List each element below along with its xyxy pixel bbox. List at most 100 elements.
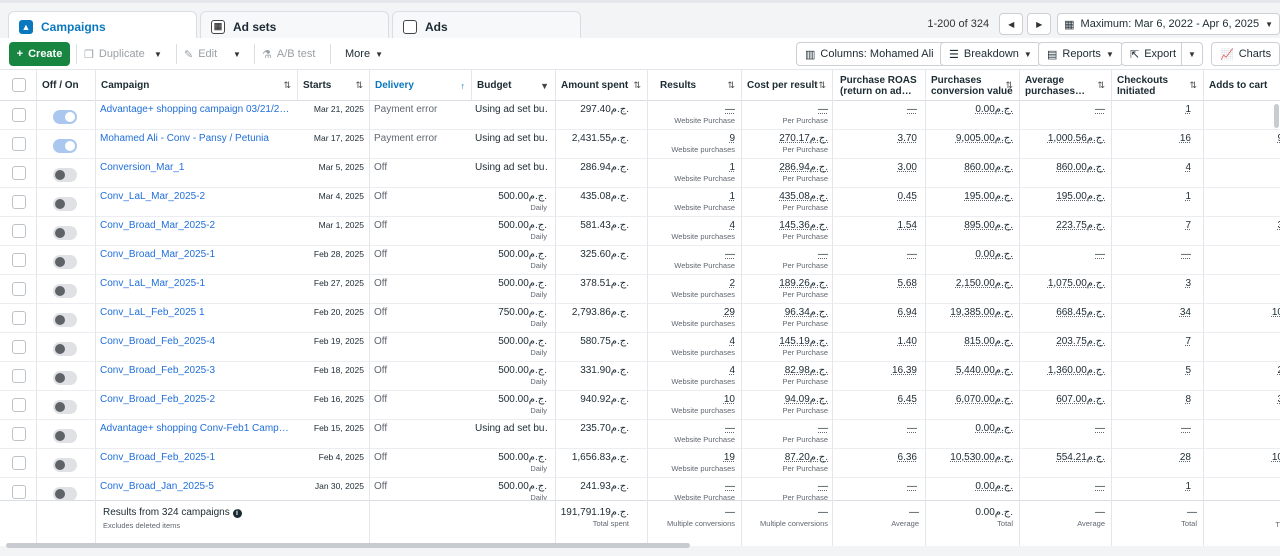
campaign-toggle[interactable] (53, 400, 77, 414)
edit-button[interactable]: ✎ Edit (184, 42, 217, 66)
tab-ad-sets[interactable]: ▦ Ad sets (200, 11, 389, 41)
info-icon[interactable]: i (232, 509, 242, 518)
campaign-toggle[interactable] (53, 197, 77, 211)
col-budget[interactable]: Budget ▼ (471, 70, 555, 101)
table-row[interactable]: Conv_Broad_Mar_2025-1 Feb 28, 2025 Off 500.… (0, 246, 1280, 275)
campaign-name-link[interactable]: Conversion_Mar_1 (100, 162, 185, 173)
budget-cell[interactable]: 500.00ج.م. Daily (475, 365, 547, 386)
select-all-checkbox[interactable] (12, 78, 26, 92)
col-off-on[interactable]: Off / On (36, 70, 94, 101)
campaign-name-link[interactable]: Conv_Broad_Feb_2025-1 (100, 452, 216, 463)
campaign-name-link[interactable]: Mohamed Ali - Conv - Pansy / Petunia (100, 133, 269, 144)
table-row[interactable]: Mohamed Ali - Conv - Pansy / Petunia Mar … (0, 130, 1280, 159)
row-checkbox[interactable] (12, 369, 26, 383)
row-checkbox[interactable] (12, 398, 26, 412)
duplicate-dropdown[interactable]: ▼ (154, 42, 162, 66)
reports-button[interactable]: ▤ Reports ▼ (1038, 42, 1123, 66)
charts-button[interactable]: 📈 Charts (1211, 42, 1280, 66)
tab-campaigns[interactable]: ▲ Campaigns (8, 11, 197, 41)
col-results[interactable]: Results ⇅ (654, 70, 741, 101)
col-cost-per-result[interactable]: Cost per result ⇅ (741, 70, 832, 101)
campaign-toggle[interactable] (53, 255, 77, 269)
row-checkbox[interactable] (12, 253, 26, 267)
campaign-name-link[interactable]: Conv_Broad_Mar_2025-2 (100, 220, 216, 231)
col-conversion-value[interactable]: Purchases conversion value ⇅ (925, 70, 1019, 101)
duplicate-button[interactable]: ❐ Duplicate (84, 42, 145, 66)
horizontal-scrollbar[interactable] (6, 543, 690, 548)
campaign-toggle[interactable] (53, 429, 77, 443)
col-adds-to-cart[interactable]: Adds to cart (1203, 70, 1280, 101)
budget-cell[interactable]: Using ad set bu… (475, 162, 549, 173)
budget-cell[interactable]: 500.00ج.م. Daily (475, 336, 547, 357)
campaign-toggle[interactable] (53, 168, 77, 182)
campaign-toggle[interactable] (53, 458, 77, 472)
row-checkbox[interactable] (12, 137, 26, 151)
campaign-name-link[interactable]: Conv_LaL_Mar_2025-1 (100, 278, 206, 289)
table-row[interactable]: Conv_Broad_Feb_2025-1 Feb 4, 2025 Off 500.0… (0, 449, 1280, 478)
vertical-scrollbar[interactable] (1274, 104, 1279, 128)
table-row[interactable]: Conv_Broad_Feb_2025-3 Feb 18, 2025 Off 500.… (0, 362, 1280, 391)
campaign-name-link[interactable]: Conv_LaL_Mar_2025-2 (100, 191, 206, 202)
campaign-name-link[interactable]: Advantage+ shopping campaign 03/21/2025 … (100, 104, 294, 115)
row-checkbox[interactable] (12, 340, 26, 354)
campaign-toggle[interactable] (53, 284, 77, 298)
row-checkbox[interactable] (12, 195, 26, 209)
next-page-button[interactable]: ▶ (1027, 13, 1052, 35)
table-row[interactable]: Conv_LaL_Feb_2025 1 Feb 20, 2025 Off 750.00… (0, 304, 1280, 333)
row-checkbox[interactable] (12, 456, 26, 470)
col-checkouts[interactable]: Checkouts Initiated ⇅ (1111, 70, 1203, 101)
campaign-toggle[interactable] (53, 110, 77, 124)
table-row[interactable]: Advantage+ shopping Conv-Feb1 Campaign Fe… (0, 420, 1280, 449)
campaign-toggle[interactable] (53, 313, 77, 327)
campaign-toggle[interactable] (53, 226, 77, 240)
ab-test-button[interactable]: ⚗ A/B test (262, 42, 315, 66)
campaign-toggle[interactable] (53, 371, 77, 385)
budget-cell[interactable]: 500.00ج.م. Daily (475, 452, 547, 473)
tab-ads[interactable]: Ads (392, 11, 581, 41)
campaign-name-link[interactable]: Conv_Broad_Jan_2025-5 (100, 481, 214, 492)
breakdown-button[interactable]: ☰ Breakdown ▼ (940, 42, 1041, 66)
columns-button[interactable]: ▥Columns: Mohamed Ali▼ (796, 42, 956, 66)
budget-cell[interactable]: 500.00ج.م. Daily (475, 220, 547, 241)
budget-cell[interactable]: 500.00ج.م. Daily (475, 481, 547, 502)
row-checkbox[interactable] (12, 282, 26, 296)
row-checkbox[interactable] (12, 166, 26, 180)
budget-cell[interactable]: 500.00ج.م. Daily (475, 249, 547, 270)
table-row[interactable]: Advantage+ shopping campaign 03/21/2025 … (0, 101, 1280, 130)
table-row[interactable]: Conv_Broad_Feb_2025-4 Feb 19, 2025 Off 500.… (0, 333, 1280, 362)
col-average-purchases[interactable]: Average purchases… ⇅ (1019, 70, 1111, 101)
campaign-name-link[interactable]: Conv_Broad_Feb_2025-2 (100, 394, 216, 405)
prev-page-button[interactable]: ◀ (999, 13, 1024, 35)
budget-cell[interactable]: Using ad set bu… (475, 133, 549, 144)
row-checkbox[interactable] (12, 485, 26, 499)
campaign-toggle[interactable] (53, 342, 77, 356)
row-checkbox[interactable] (12, 427, 26, 441)
table-row[interactable]: Conv_Broad_Feb_2025-2 Feb 16, 2025 Off 500.… (0, 391, 1280, 420)
campaign-name-link[interactable]: Conv_Broad_Feb_2025-4 (100, 336, 216, 347)
budget-cell[interactable]: 500.00ج.م. Daily (475, 278, 547, 299)
budget-cell[interactable]: Using ad set bu… (475, 423, 549, 434)
budget-cell[interactable]: 750.00ج.م. Daily (475, 307, 547, 328)
campaign-name-link[interactable]: Advantage+ shopping Conv-Feb1 Campaign (100, 423, 294, 434)
col-amount-spent[interactable]: Amount spent ⇅ (555, 70, 647, 101)
table-row[interactable]: Conv_LaL_Mar_2025-2 Mar 4, 2025 Off 500.00ج… (0, 188, 1280, 217)
col-campaign[interactable]: Campaign ⇅ (95, 70, 297, 101)
budget-cell[interactable]: Using ad set bu… (475, 104, 549, 115)
more-button[interactable]: More ▼ (345, 42, 383, 66)
date-range-picker[interactable]: ▦ Maximum: Mar 6, 2022 - Apr 6, 2025 ▼ (1057, 13, 1280, 35)
budget-cell[interactable]: 500.00ج.م. Daily (475, 394, 547, 415)
col-delivery[interactable]: Delivery ↑ (369, 70, 471, 101)
campaign-name-link[interactable]: Conv_Broad_Mar_2025-1 (100, 249, 216, 260)
row-checkbox[interactable] (12, 224, 26, 238)
row-checkbox[interactable] (12, 108, 26, 122)
table-row[interactable]: Conv_LaL_Mar_2025-1 Feb 27, 2025 Off 500.00… (0, 275, 1280, 304)
col-starts[interactable]: Starts ⇅ (297, 70, 369, 101)
table-row[interactable]: Conversion_Mar_1 Mar 5, 2025 Off Using ad s… (0, 159, 1280, 188)
edit-dropdown[interactable]: ▼ (233, 42, 241, 66)
col-purchase-roas[interactable]: Purchase ROAS (return on ad… (834, 70, 926, 101)
campaign-toggle[interactable] (53, 487, 77, 501)
export-dropdown[interactable]: ▼ (1181, 42, 1203, 66)
export-button[interactable]: ⇱ Export (1121, 42, 1186, 66)
create-button[interactable]: + Create (9, 42, 70, 66)
campaign-toggle[interactable] (53, 139, 77, 153)
